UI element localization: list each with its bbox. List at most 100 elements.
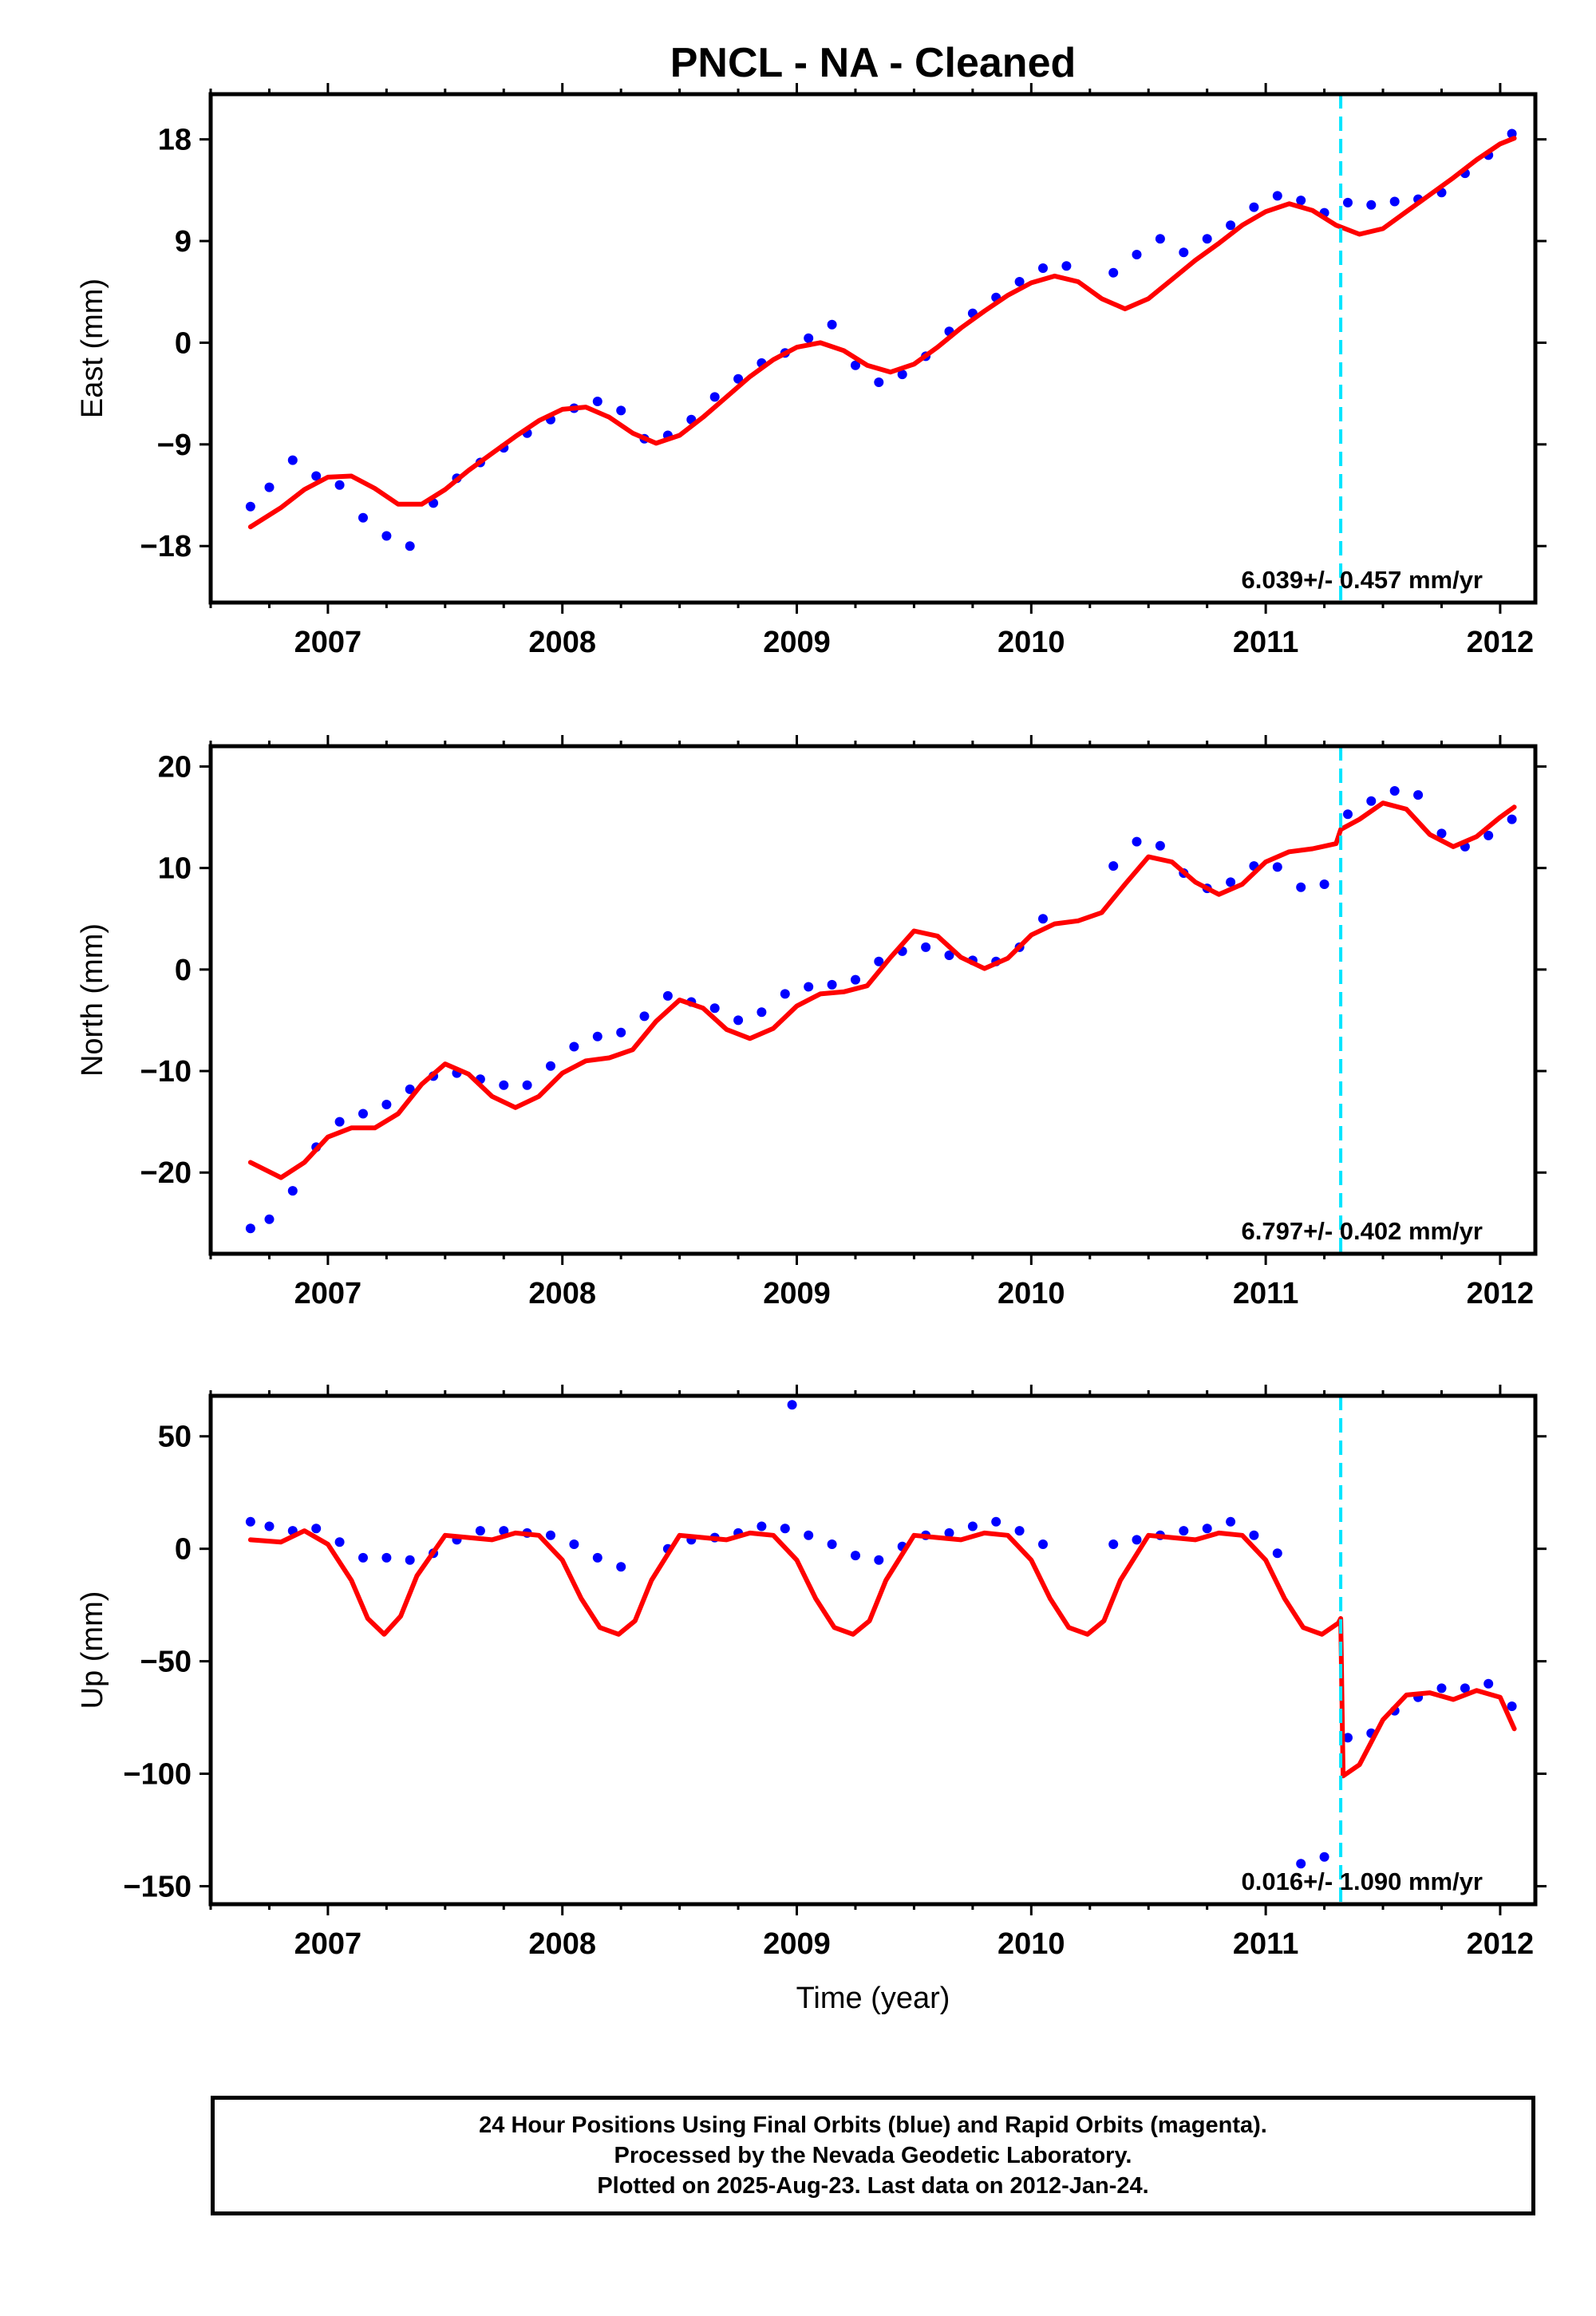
east-plot-area [245,94,1517,603]
up-data-point [1507,1701,1517,1711]
north-data-point [733,1015,744,1026]
up-data-point [967,1521,978,1531]
up-model-curve [247,1528,1517,1779]
north-data-point [405,1084,415,1094]
east-data-point [311,471,322,481]
north-data-point [757,1007,767,1018]
east-model-curve [247,136,1517,530]
east-panel: 2007 2008 2009 2010 2011 2012 −18 −9 0 9 18 East (m… [76,83,1547,659]
up-data-point [616,1562,626,1572]
up-ytick-label: −50 [140,1646,192,1679]
north-data-point [381,1100,392,1109]
up-data-point [1343,1733,1353,1743]
east-data-point [874,377,884,387]
north-xtick-label: 2012 [1467,1277,1535,1310]
north-data-point [1108,861,1119,871]
north-data-point [245,1223,255,1234]
up-data-point [804,1530,814,1540]
north-data-point [499,1080,509,1090]
up-data-point [851,1551,860,1561]
east-data-point [1108,267,1119,278]
east-rate-label: 6.039+/- 0.457 mm/yr [1242,566,1483,594]
north-axes-frame [208,744,1538,1256]
up-ytick-label: −100 [123,1758,192,1792]
note-processed-by: Processed by the Nevada Geodetic Laborat… [614,2143,1132,2168]
up-data-point [944,1528,954,1538]
north-xtick-label: 2008 [528,1277,596,1310]
east-xtick-label: 2007 [294,626,362,659]
east-xtick-label: 2010 [998,626,1065,659]
east-data-point [287,455,298,465]
east-data-point [1179,247,1189,258]
east-ytick-label: 18 [158,124,192,157]
up-data-point [569,1539,579,1549]
north-data-point [921,942,931,952]
east-data-point [1061,261,1072,271]
north-data-point [1436,828,1447,839]
up-data-point [1038,1539,1048,1549]
up-data-point [592,1552,602,1563]
east-data-point [1202,234,1212,244]
up-data-point [1202,1524,1212,1534]
up-data-point [499,1526,509,1536]
east-xtick-label: 2008 [528,626,596,659]
east-data-point [1343,197,1353,207]
east-data-point [592,397,602,406]
up-data-point [311,1524,322,1534]
figure-title: PNCL - NA - Cleaned [670,40,1077,86]
up-data-point [1436,1683,1447,1694]
note-orbits: 24 Hour Positions Using Final Orbits (bl… [479,2112,1267,2138]
north-rate-label: 6.797+/- 0.402 mm/yr [1242,1217,1483,1245]
east-data-point [381,531,392,541]
north-data-point [1226,877,1236,887]
north-data-point [264,1214,275,1224]
north-y-axis-label: North (mm) [76,923,109,1077]
up-data-point [1226,1516,1236,1527]
north-data-point [874,956,884,966]
up-data-point [334,1537,345,1547]
north-data-point [827,979,837,990]
up-data-point [1108,1539,1119,1549]
east-ytick-label: −18 [140,530,192,563]
east-data-point [897,370,907,380]
north-data-point [851,974,860,985]
up-data-point [1249,1530,1259,1540]
up-y-axis-label: Up (mm) [76,1591,109,1709]
up-data-point [787,1400,797,1410]
north-data-point [358,1109,368,1119]
up-data-point [405,1555,415,1565]
processing-notes-box: 24 Hour Positions Using Final Orbits (bl… [211,2096,1535,2215]
up-ytick-label: −150 [123,1870,192,1903]
up-xtick-label: 2009 [763,1927,831,1961]
north-data-point [662,990,673,1001]
east-data-point [1155,234,1165,244]
east-ytick-label: 9 [175,225,192,259]
east-xtick-label: 2011 [1233,626,1298,659]
north-xtick-label: 2007 [294,1277,362,1310]
up-data-point [1319,1852,1329,1862]
east-ytick-label: 0 [175,326,192,360]
north-data-point [522,1080,532,1090]
north-data-point [546,1061,555,1071]
north-data-point [1507,814,1517,824]
up-ytick-label: 50 [158,1421,192,1454]
north-data-point [1319,879,1329,889]
east-data-point [1366,200,1377,210]
east-xtick-label: 2009 [763,626,831,659]
north-ytick-label: −10 [140,1055,192,1089]
north-data-point [1296,882,1306,892]
north-data-point [334,1117,345,1127]
up-plot-area [245,1396,1517,1904]
east-y-axis-label: East (mm) [76,279,109,418]
up-data-point [827,1539,837,1549]
up-data-point [757,1521,767,1531]
note-plot-date: Plotted on 2025-Aug-23. Last data on 201… [597,2173,1149,2199]
up-data-point [546,1530,555,1540]
north-data-point [1366,796,1377,806]
east-data-point [1014,277,1025,287]
east-data-point [827,319,837,330]
north-data-point [804,982,814,992]
east-data-point [245,501,255,512]
north-data-point [639,1011,650,1022]
up-data-point [264,1521,275,1531]
